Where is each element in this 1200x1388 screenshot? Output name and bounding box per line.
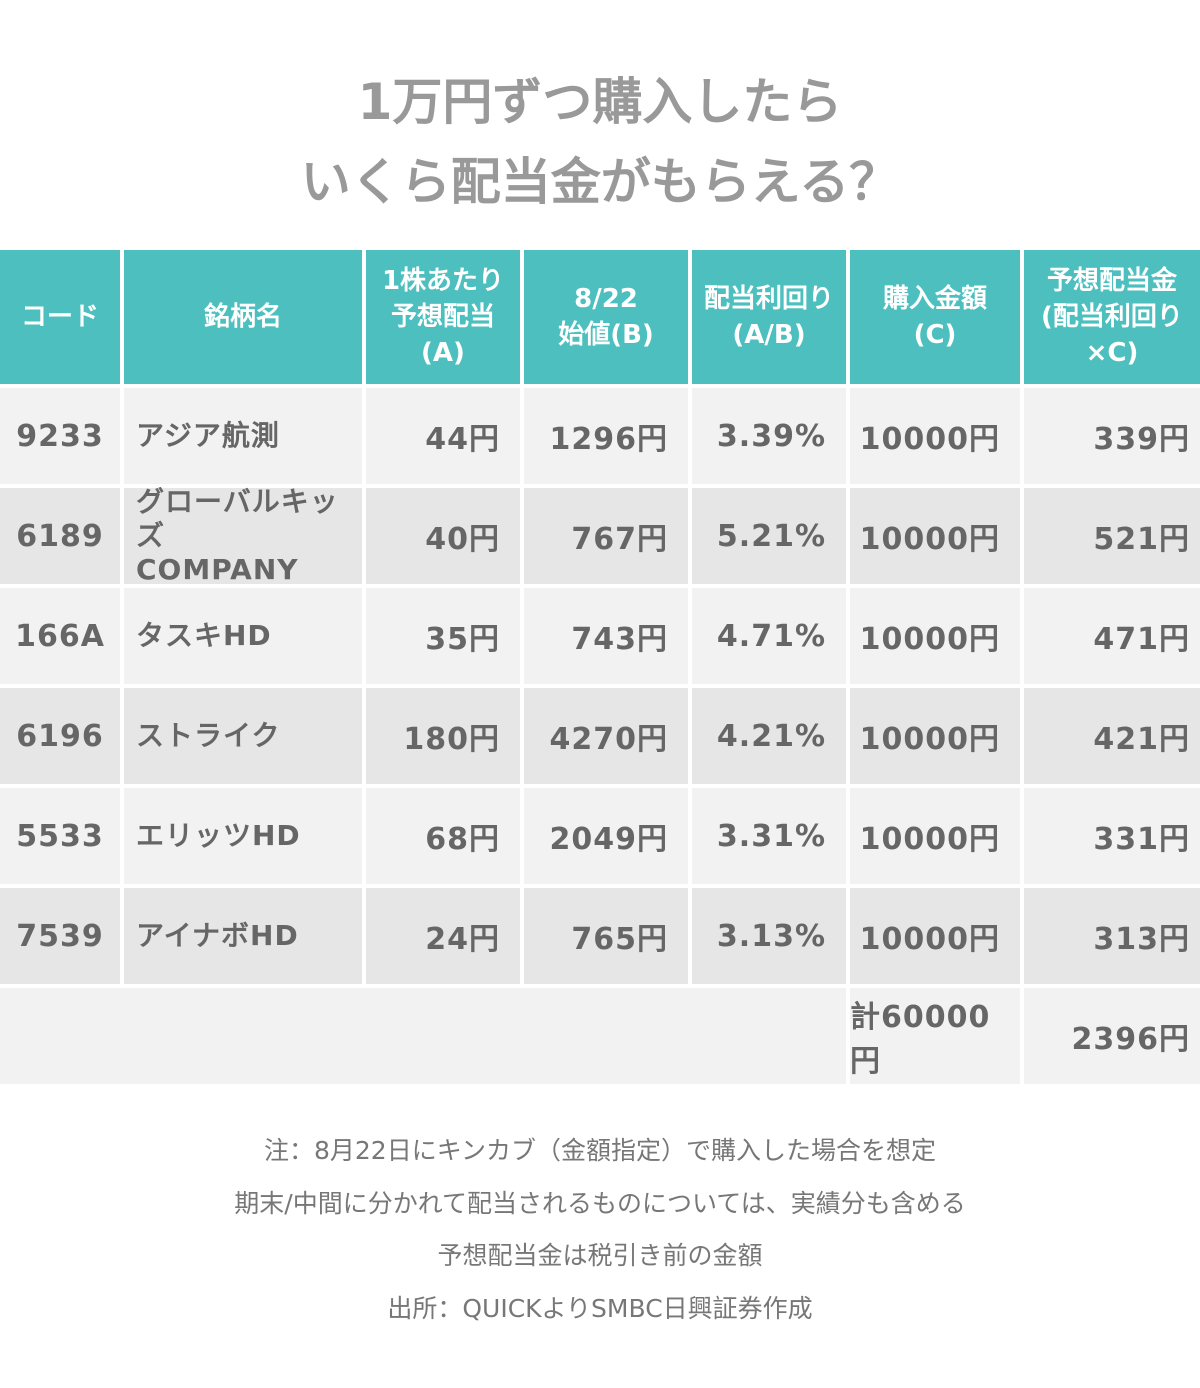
cell-yield: 3.13% (692, 888, 846, 984)
cell-dividend-per-share: 35円 (366, 588, 520, 684)
page-title: 1万円ずつ購入したら いくら配当金がもらえる？ (0, 62, 1200, 222)
cell-yield: 3.39% (692, 388, 846, 484)
cell-purchase-amount: 10000円 (850, 488, 1020, 584)
cell-open-price: 767円 (524, 488, 688, 584)
cell-yield: 5.21% (692, 488, 846, 584)
cell-name: グローバルキッズ COMPANY (124, 485, 362, 586)
cell-code: 9233 (0, 388, 120, 484)
cell-expected-dividend: 421円 (1024, 688, 1200, 784)
cell-dividend-per-share: 40円 (366, 488, 520, 584)
note-1: 注：8月22日にキンカブ（金額指定）で購入した場合を想定 (264, 1136, 936, 1165)
cell-name: アイナボHD (124, 888, 362, 984)
cell-purchase-amount: 10000円 (850, 788, 1020, 884)
note-source: 出所：QUICKよりSMBC日興証券作成 (387, 1293, 813, 1323)
header-yield: 配当利回り (A/B) (692, 250, 846, 384)
cell-expected-dividend: 331円 (1024, 788, 1200, 884)
cell-name: ストライク (124, 688, 362, 784)
cell-dividend-per-share: 44円 (366, 388, 520, 484)
dividend-table: コード 銘柄名 1株あたり 予想配当 (A) 8/22 始値(B) 配当利回り (A/B… (0, 250, 1200, 1084)
cell-open-price: 2049円 (524, 788, 688, 884)
footnotes: 注：8月22日にキンカブ（金額指定）で購入した場合を想定 期末/中間に分かれて配… (0, 1125, 1200, 1335)
cell-purchase-amount: 10000円 (850, 588, 1020, 684)
cell-code: 6189 (0, 488, 120, 584)
cell-dividend-per-share: 180円 (366, 688, 520, 784)
cell-open-price: 4270円 (524, 688, 688, 784)
cell-expected-dividend: 313円 (1024, 888, 1200, 984)
cell-yield: 4.21% (692, 688, 846, 784)
cell-name: アジア航測 (124, 388, 362, 484)
cell-expected-dividend: 521円 (1024, 488, 1200, 584)
note-3: 予想配当金は税引き前の金額 (437, 1241, 763, 1270)
cell-dividend-per-share: 24円 (366, 888, 520, 984)
note-2: 期末/中間に分かれて配当されるものについては、実績分も含める (234, 1188, 966, 1218)
cell-open-price: 743円 (524, 588, 688, 684)
cell-purchase-amount: 10000円 (850, 888, 1020, 984)
cell-name: エリッツHD (124, 788, 362, 884)
cell-name: タスキHD (124, 588, 362, 684)
cell-code: 166A (0, 588, 120, 684)
cell-expected-dividend: 471円 (1024, 588, 1200, 684)
cell-dividend-per-share: 68円 (366, 788, 520, 884)
total-purchase: 計60000円 (850, 988, 1020, 1084)
header-expected-dividend: 予想配当金 (配当利回り ×C) (1024, 250, 1200, 384)
title-line-1: 1万円ずつ購入したら (357, 73, 843, 131)
header-purchase-amount: 購入金額 (C) (850, 250, 1020, 384)
total-dividend: 2396円 (1024, 988, 1200, 1084)
header-open-price: 8/22 始値(B) (524, 250, 688, 384)
cell-open-price: 765円 (524, 888, 688, 984)
header-name: 銘柄名 (124, 250, 362, 384)
cell-code: 5533 (0, 788, 120, 884)
cell-yield: 4.71% (692, 588, 846, 684)
title-line-2: いくら配当金がもらえる？ (300, 153, 900, 211)
cell-purchase-amount: 10000円 (850, 688, 1020, 784)
cell-expected-dividend: 339円 (1024, 388, 1200, 484)
cell-yield: 3.31% (692, 788, 846, 884)
cell-open-price: 1296円 (524, 388, 688, 484)
cell-code: 6196 (0, 688, 120, 784)
cell-purchase-amount: 10000円 (850, 388, 1020, 484)
header-dividend-per-share: 1株あたり 予想配当 (A) (366, 250, 520, 384)
cell-code: 7539 (0, 888, 120, 984)
header-code: コード (0, 250, 120, 384)
total-row-spacer (0, 988, 846, 1084)
